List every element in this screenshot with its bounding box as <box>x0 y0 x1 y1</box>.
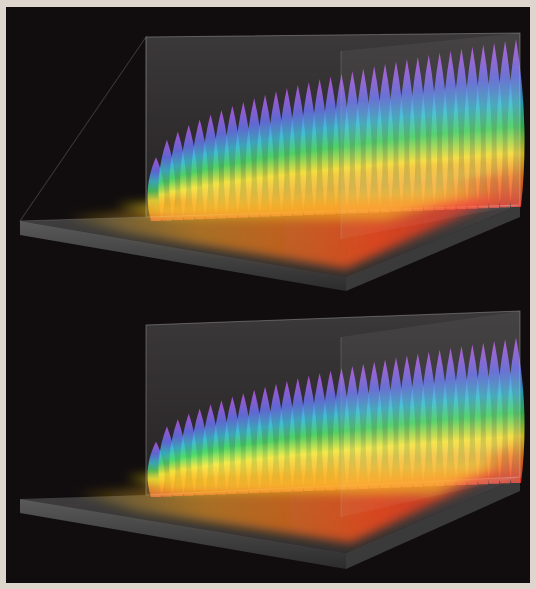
wave-strand <box>507 39 525 207</box>
lower-panel <box>20 310 525 569</box>
wave-strand <box>507 337 525 483</box>
upper-wave-strands <box>147 39 525 221</box>
lower-wave-strands <box>147 337 525 497</box>
dual-3d-wave-plot-illustration <box>19 32 525 569</box>
figure-image <box>6 7 530 583</box>
upper-panel <box>19 32 525 291</box>
